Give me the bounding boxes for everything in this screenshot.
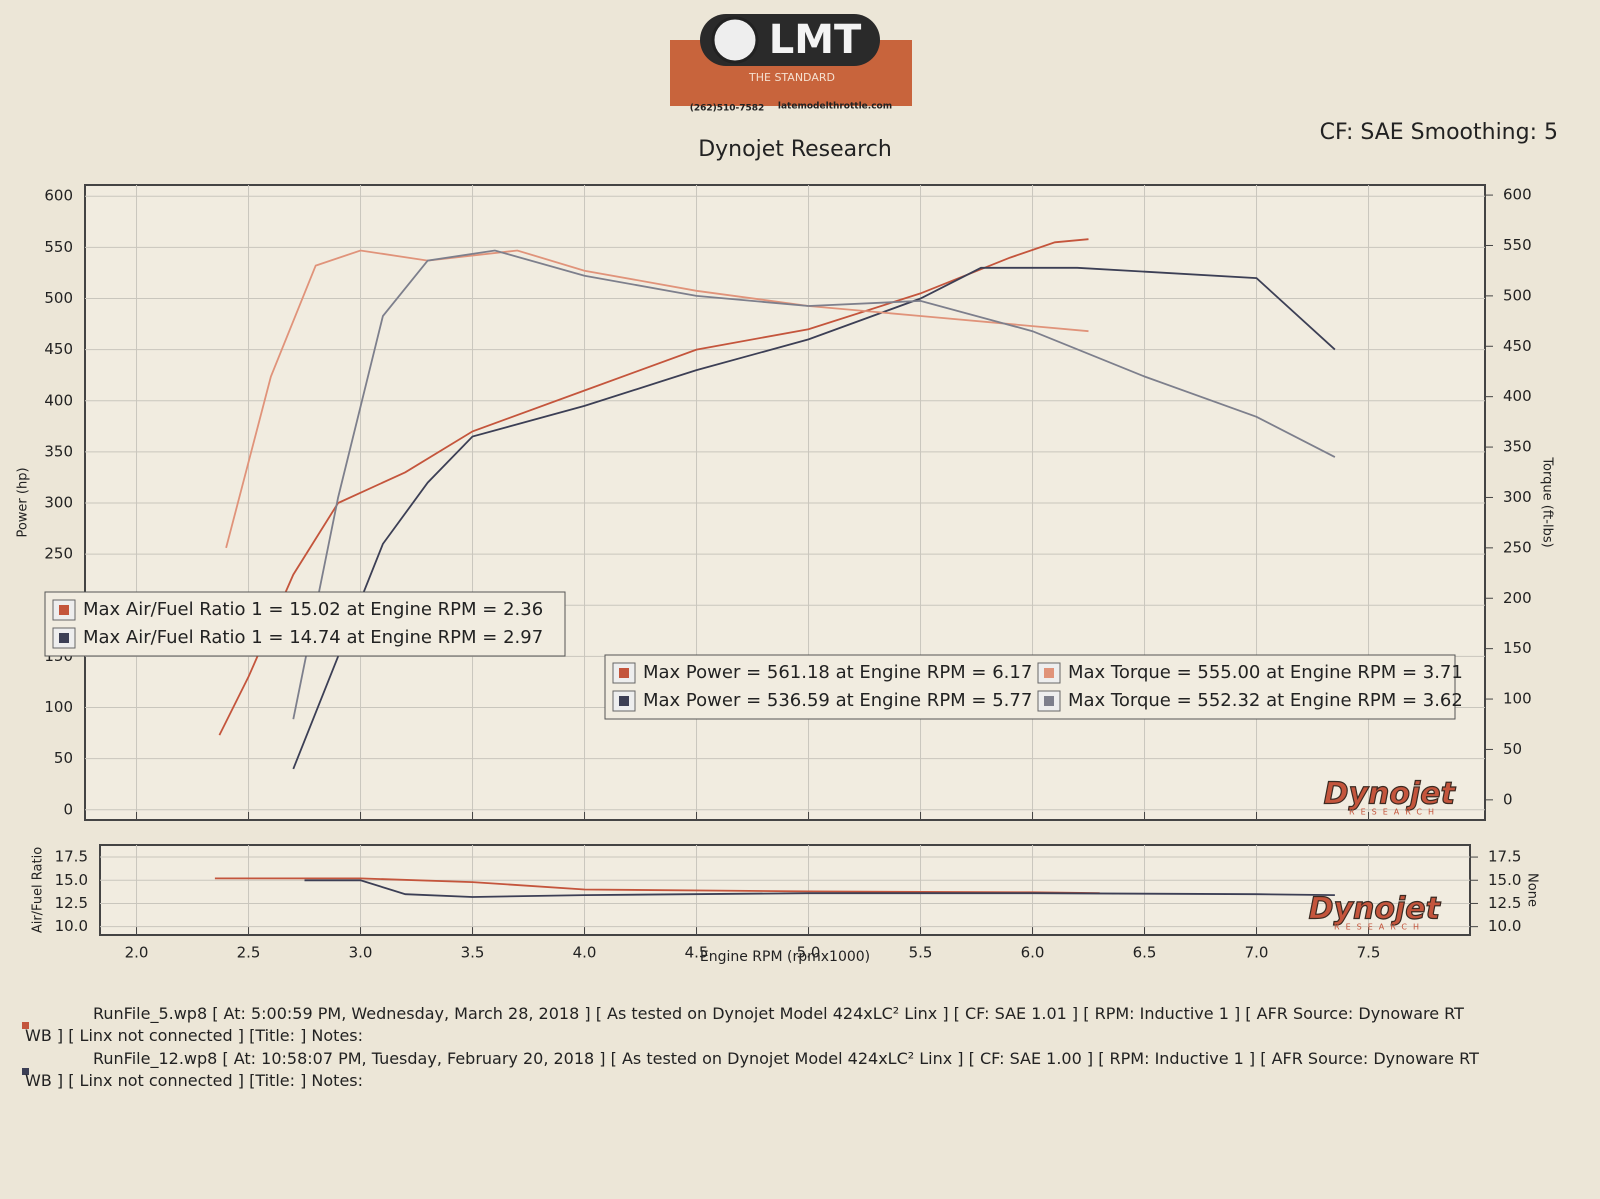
y2-tick-label: 300 — [1503, 488, 1532, 506]
y-tick-label: 15.0 — [55, 871, 88, 889]
y2-tick-label: 350 — [1503, 438, 1532, 456]
y2-tick-label: 12.5 — [1488, 894, 1521, 912]
plot-area — [99, 844, 1471, 936]
legend-label: Max Air/Fuel Ratio 1 = 15.02 at Engine R… — [83, 599, 543, 620]
y-tick-label: 250 — [44, 545, 73, 563]
run-info: RunFile_5.wp8 [ At: 5:00:59 PM, Wednesda… — [25, 1004, 1464, 1045]
chart: LMT THE STANDARD (262)510-7582 latemodel… — [16, 14, 1558, 965]
y2-tick-label: 250 — [1503, 538, 1532, 556]
y-tick-label: 10.0 — [55, 917, 88, 935]
x-tick-label: 7.5 — [1357, 944, 1381, 962]
series-line — [225, 249, 1089, 549]
logo-phone: (262)510-7582 — [690, 104, 765, 114]
settings: CF: SAE Smoothing: 5 — [1320, 120, 1558, 145]
x-tick-label: 5.0 — [797, 944, 821, 962]
legend-label: Max Power = 536.59 at Engine RPM = 5.77 — [643, 690, 1032, 711]
legend-swatch — [619, 696, 629, 706]
y2-tick-label: 0 — [1503, 790, 1513, 808]
legend-swatch — [1044, 696, 1054, 706]
x-tick-label: 2.0 — [125, 944, 149, 962]
legend-swatch — [1044, 668, 1054, 678]
y2-axis-label: Torque (ft-lbs) — [1540, 456, 1555, 547]
y-tick-label: 50 — [54, 749, 73, 767]
y-tick-label: 300 — [44, 494, 73, 512]
y-tick-label: 500 — [44, 289, 73, 307]
legend-label: Max Torque = 555.00 at Engine RPM = 3.71 — [1068, 662, 1463, 683]
y-axis-label: Power (hp) — [16, 467, 31, 537]
logo-text: LMT — [769, 17, 862, 63]
y-tick-label: 100 — [44, 698, 73, 716]
watermark-sub: RESEARCH — [1349, 808, 1440, 817]
series-line — [304, 879, 1335, 898]
series-line — [292, 249, 1336, 720]
legend-box — [604, 654, 1456, 720]
y-tick-label: 17.5 — [55, 848, 88, 866]
y-tick-label: 12.5 — [55, 894, 88, 912]
y2-tick-label: 600 — [1503, 186, 1532, 204]
watermark-sub: RESEARCH — [1334, 923, 1425, 932]
watermark: Dynojet — [1324, 777, 1457, 812]
y2-tick-label: 200 — [1503, 589, 1532, 607]
y2-tick-label: 50 — [1503, 740, 1522, 758]
y2-tick-label: 10.0 — [1488, 917, 1521, 935]
y2-axis-label: None — [1525, 873, 1540, 907]
legend-box — [44, 591, 566, 657]
y-tick-label: 550 — [44, 238, 73, 256]
x-tick-label: 6.0 — [1021, 944, 1045, 962]
y-tick-label: 400 — [44, 391, 73, 409]
series-line — [218, 238, 1089, 736]
y2-tick-label: 500 — [1503, 286, 1532, 304]
y2-tick-label: 15.0 — [1488, 871, 1521, 889]
legend-label: Max Power = 561.18 at Engine RPM = 6.17 — [643, 662, 1032, 683]
x-tick-label: 3.0 — [349, 944, 373, 962]
series-line — [214, 877, 1100, 895]
legend-label: Max Air/Fuel Ratio 1 = 14.74 at Engine R… — [83, 627, 543, 648]
y2-tick-label: 400 — [1503, 387, 1532, 405]
x-tick-label: 5.5 — [909, 944, 933, 962]
plot-area — [84, 184, 1486, 821]
series-line — [292, 266, 1336, 770]
x-tick-label: 4.0 — [573, 944, 597, 962]
watermark: Dynojet — [1309, 892, 1442, 927]
y-tick-label: 600 — [44, 187, 73, 205]
logo-website: latemodelthrottle.com — [778, 102, 892, 112]
y2-tick-label: 100 — [1503, 690, 1532, 708]
x-tick-label: 7.0 — [1245, 944, 1269, 962]
x-axis-label: Engine RPM (rpmx1000) — [700, 949, 870, 965]
y2-tick-label: 550 — [1503, 236, 1532, 254]
legend-swatch — [59, 633, 69, 643]
y-tick-label: 350 — [44, 442, 73, 460]
y-axis-label: Air/Fuel Ratio — [31, 847, 46, 933]
y-tick-label: 0 — [63, 800, 73, 818]
y2-tick-label: 150 — [1503, 639, 1532, 657]
legend-swatch — [59, 605, 69, 615]
run-swatch — [22, 1068, 29, 1075]
legend-label: Max Torque = 552.32 at Engine RPM = 3.62 — [1068, 690, 1463, 711]
y-tick-label: 450 — [44, 340, 73, 358]
legend-swatch — [619, 668, 629, 678]
y2-tick-label: 17.5 — [1488, 848, 1521, 866]
run-swatch — [22, 1022, 29, 1029]
x-tick-label: 3.5 — [461, 944, 485, 962]
x-tick-label: 6.5 — [1133, 944, 1157, 962]
x-tick-label: 2.5 — [237, 944, 261, 962]
x-tick-label: 4.5 — [685, 944, 709, 962]
run-info: RunFile_12.wp8 [ At: 10:58:07 PM, Tuesda… — [25, 1049, 1479, 1090]
logo-shifter — [711, 16, 759, 64]
logo-tagline: THE STANDARD — [748, 71, 835, 84]
y2-tick-label: 450 — [1503, 337, 1532, 355]
chart-title: Dynojet Research — [698, 137, 892, 162]
